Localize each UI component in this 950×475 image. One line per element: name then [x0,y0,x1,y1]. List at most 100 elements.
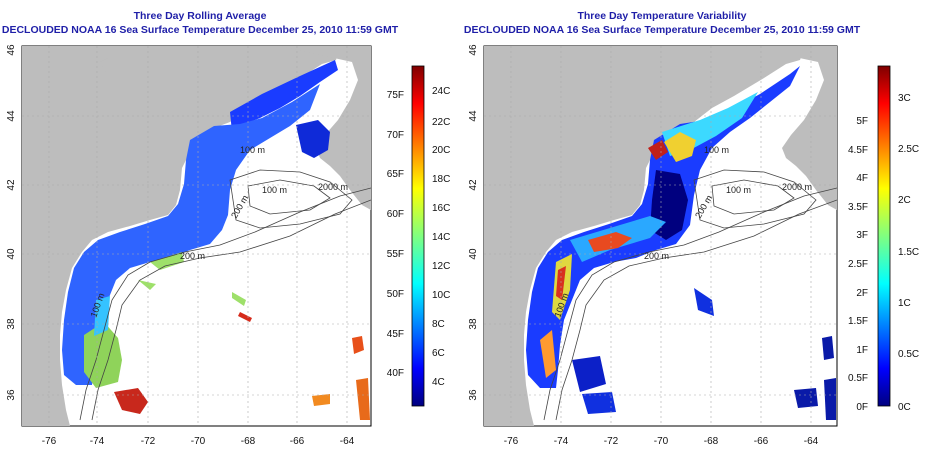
contour-label: 2000 m [318,182,348,192]
colorbar-tick: 45F [387,329,404,340]
variability-data-field [794,388,818,408]
bathymetry-contours [543,169,837,421]
lat-lon-grid [22,46,371,426]
variability-data-field [572,356,606,392]
colorbar-tick: 8C [432,319,445,330]
colorbar-celsius-labels: 3C 2.5C 2C 1.5C 1C 0.5C 0C [898,93,919,413]
contour-label: 100 m [262,185,287,195]
contour-label: 200 m [180,251,205,261]
sst-data-field [352,336,364,354]
sst-data-field [312,394,330,406]
panel-subtitle: DECLOUDED NOAA 16 Sea Surface Temperatur… [2,24,399,36]
variability-data-field [582,392,616,414]
sst-data-field [62,84,320,385]
sst-data-field [230,60,338,132]
x-tick-label: -64 [340,436,355,447]
colorbar-tick: 60F [387,209,404,220]
x-tick-label: -68 [241,436,256,447]
colorbar-tick: 75F [387,90,404,101]
colorbar-tick: 2C [898,195,911,206]
x-tick-label: -66 [754,436,769,447]
variability-data-field [540,330,556,378]
sst-data-field [84,322,122,388]
y-tick-label: 44 [6,110,17,122]
x-tick-label: -66 [290,436,305,447]
colorbar-tick: 1C [898,298,911,309]
variability-data-field [588,232,632,252]
contour-label: 200 m [644,251,669,261]
colorbar-tick: 5F [856,116,868,127]
colorbar-tick: 6C [432,348,445,359]
colorbar-tick: 40F [387,368,404,379]
colorbar-tick: 50F [387,289,404,300]
colorbar-tick: 20C [432,145,450,156]
sst-data-field [114,388,148,414]
colorbar-tick: 4C [432,377,445,388]
colorbar-tick: 3F [856,230,868,241]
colorbar-tick: 12C [432,261,450,272]
variability-data-field [822,336,834,360]
y-axis: 36 38 40 42 44 46 [468,44,479,401]
y-tick-label: 40 [6,248,17,260]
bathymetry-contours [79,169,371,421]
y-tick-label: 40 [468,248,479,260]
y-tick-label: 36 [6,389,17,401]
x-axis: -76 -74 -72 -70 -68 -66 -64 [504,436,819,447]
contour-label: 2000 m [782,182,812,192]
x-tick-label: -74 [554,436,569,447]
x-tick-label: -76 [42,436,57,447]
sst-data-field [296,120,330,158]
contour-label: 100 m [726,185,751,195]
colorbar-tick: 0C [898,402,911,413]
variability-data-field [648,140,668,160]
y-tick-label: 42 [6,179,17,191]
y-axis: 36 38 40 42 44 46 [6,44,17,401]
land-mass [744,46,837,210]
variability-data-field [664,132,696,162]
colorbar-tick: 65F [387,169,404,180]
lat-lon-grid [484,46,837,426]
colorbar-tick: 18C [432,174,450,185]
x-tick-label: -64 [804,436,819,447]
x-tick-label: -68 [704,436,719,447]
y-tick-label: 42 [468,179,479,191]
x-axis: -76 -74 -72 -70 -68 -66 -64 [42,436,355,447]
sst-data-field [94,296,110,336]
y-tick-label: 38 [6,318,17,330]
colorbar-tick: 4F [856,173,868,184]
colorbar-tick: 3.5F [848,202,868,213]
x-tick-label: -74 [90,436,105,447]
island [100,58,112,72]
sst-data-field [138,280,156,290]
sst-data-field [238,312,252,322]
sst-data-field [356,378,370,420]
colorbar-tick: 2.5F [848,259,868,270]
sst-data-field [232,292,246,306]
colorbar-celsius-labels: 24C 22C 20C 18C 16C 14C 12C 10C 8C 6C 4C [432,86,450,388]
colorbar-tick: 3C [898,93,911,104]
colorbar [411,65,425,407]
land-mass [280,46,371,210]
colorbar-tick: 55F [387,249,404,260]
variability-data-field [824,378,836,420]
y-tick-label: 46 [6,44,17,56]
colorbar-tick: 1F [856,345,868,356]
colorbar-tick: 4.5F [848,145,868,156]
colorbar-tick: 16C [432,203,450,214]
colorbar-tick: 70F [387,130,404,141]
colorbar-tick: 1.5C [898,247,919,258]
panel-title: Three Day Temperature Variability [577,10,746,22]
colorbar-tick: 22C [432,117,450,128]
panel-subtitle: DECLOUDED NOAA 16 Sea Surface Temperatur… [464,24,861,36]
colorbar-tick: 0.5C [898,349,919,360]
colorbar [877,65,891,407]
island [577,58,588,72]
y-tick-label: 44 [468,110,479,122]
panel-title: Three Day Rolling Average [134,10,267,22]
variability-data-field [694,288,714,316]
y-tick-label: 38 [468,318,479,330]
colorbar-tick: 14C [432,232,450,243]
x-tick-label: -72 [141,436,156,447]
x-tick-label: -72 [604,436,619,447]
